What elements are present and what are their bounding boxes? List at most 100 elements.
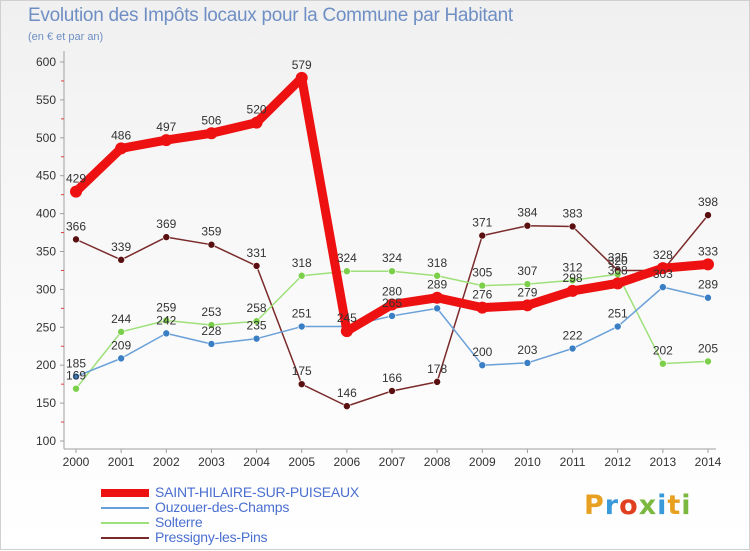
data-label: 305	[472, 266, 492, 280]
data-point	[478, 281, 487, 290]
data-point	[704, 293, 712, 302]
data-label: 339	[111, 240, 131, 254]
data-label: 359	[201, 225, 221, 239]
legend-item: Pressigny-les-Pins	[101, 529, 401, 546]
data-point	[117, 328, 125, 336]
legend-item: SAINT-HILAIRE-SUR-PUISEAUX	[101, 484, 401, 501]
data-label: 324	[382, 251, 402, 265]
data-point	[207, 340, 216, 348]
logo-letter: P	[584, 490, 605, 521]
data-point	[72, 235, 80, 244]
y-tick-label: 150	[36, 396, 56, 410]
data-point	[162, 329, 171, 338]
data-label: 384	[517, 206, 537, 220]
x-tick-label: 2000	[63, 455, 90, 469]
logo-letter: i	[681, 490, 692, 521]
data-point	[523, 359, 532, 367]
data-label: 520	[247, 103, 267, 117]
legend-swatch	[101, 537, 149, 539]
data-point	[72, 372, 80, 381]
x-tick-label: 2001	[108, 455, 135, 469]
data-label: 429	[66, 172, 86, 186]
legend-swatch	[101, 507, 149, 509]
data-point	[478, 231, 487, 240]
legend-label: Solterre	[155, 514, 203, 530]
x-tick-label: 2003	[198, 455, 225, 469]
data-point	[656, 262, 669, 275]
data-point	[252, 262, 261, 270]
data-point	[704, 211, 712, 219]
logo-letter: r	[604, 490, 620, 521]
data-label: 175	[292, 364, 312, 378]
data-label: 253	[201, 305, 221, 319]
y-tick-label: 400	[36, 207, 56, 221]
data-point	[431, 291, 444, 304]
legend-swatch	[101, 522, 149, 524]
data-point	[568, 276, 577, 285]
data-label: 318	[292, 256, 312, 270]
data-point	[295, 71, 308, 84]
x-tick-label: 2002	[153, 455, 180, 469]
data-label: 244	[111, 312, 131, 326]
data-label: 259	[156, 300, 176, 314]
data-point	[343, 267, 351, 276]
data-label: 185	[66, 357, 86, 371]
data-label: 331	[247, 246, 267, 260]
data-label: 209	[111, 338, 131, 352]
x-tick-label: 2004	[243, 455, 270, 469]
data-label: 202	[653, 344, 673, 358]
x-tick-label: 2012	[604, 455, 631, 469]
data-label: 265	[382, 296, 402, 310]
data-point	[388, 267, 396, 276]
data-point	[117, 354, 125, 363]
data-point	[340, 325, 353, 338]
y-tick-label: 500	[36, 131, 56, 145]
data-label: 258	[247, 301, 267, 315]
data-label: 200	[472, 345, 492, 359]
logo-letter: t	[667, 490, 682, 521]
x-tick-label: 2008	[424, 455, 451, 469]
data-label: 280	[382, 285, 402, 299]
x-tick-label: 2005	[288, 455, 315, 469]
data-point	[702, 258, 714, 271]
data-label: 245	[337, 311, 357, 325]
data-label: 497	[156, 120, 176, 134]
legend-swatch	[101, 489, 149, 497]
data-label: 312	[563, 260, 583, 274]
legend-label: Pressigny-les-Pins	[155, 529, 268, 545]
data-label: 178	[427, 362, 447, 376]
legend-label: SAINT-HILAIRE-SUR-PUISEAUX	[155, 484, 360, 500]
data-label: 166	[382, 371, 402, 385]
data-label: 251	[608, 307, 628, 321]
data-point	[613, 322, 622, 331]
data-point	[659, 359, 667, 368]
data-label: 169	[66, 369, 86, 383]
data-point	[388, 387, 396, 395]
data-point	[207, 321, 216, 329]
data-label: 486	[111, 128, 131, 142]
data-point	[523, 221, 532, 230]
data-point	[659, 283, 667, 291]
data-label: 251	[292, 307, 312, 321]
data-label: 235	[247, 319, 267, 333]
legend-item: Ouzouer-des-Champs	[101, 499, 401, 516]
data-label: 369	[156, 217, 176, 231]
data-label: 276	[472, 288, 492, 302]
data-point	[117, 256, 125, 264]
data-point	[433, 271, 441, 280]
data-point	[386, 298, 398, 311]
data-point	[205, 127, 218, 140]
data-label: 242	[156, 313, 176, 327]
data-point	[297, 322, 306, 331]
chart-subtitle: (en € et par an)	[28, 31, 104, 43]
data-label: 333	[698, 244, 718, 258]
x-tick-label: 2006	[334, 455, 361, 469]
y-tick-label: 300	[36, 282, 56, 296]
data-point	[566, 284, 579, 297]
logo-letter: i	[657, 490, 668, 521]
logo-letter: x	[638, 490, 658, 521]
data-point	[343, 402, 351, 410]
y-tick-label: 450	[36, 169, 56, 183]
data-point	[160, 134, 173, 147]
